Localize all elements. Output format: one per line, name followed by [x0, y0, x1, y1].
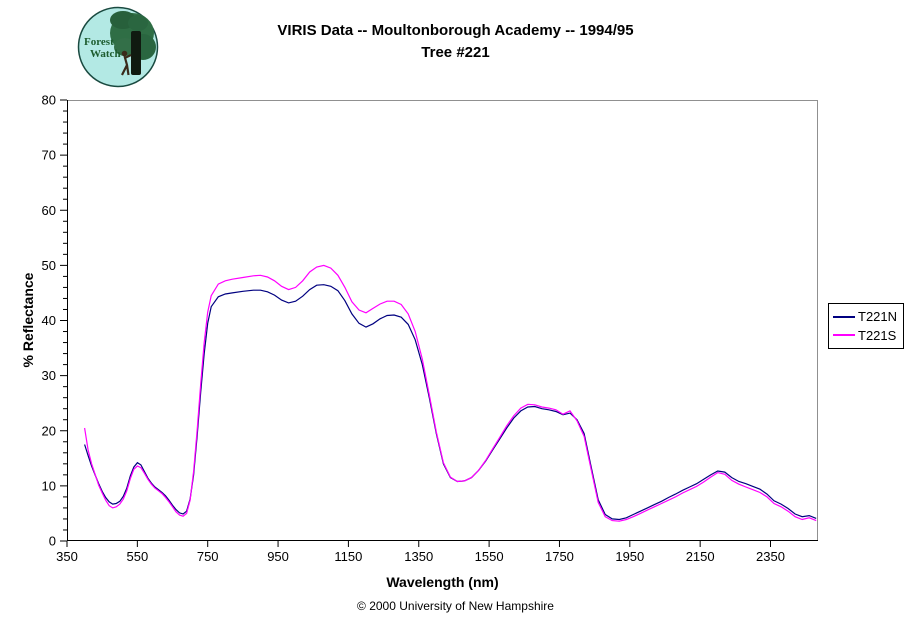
x-tick-label: 950	[267, 549, 289, 564]
plot-svg: 0 10 20 30 40 50 60 70 80 350 550 750 950 1150 1350 155…	[42, 93, 818, 564]
chart-title: VIRIS Data -- Moultonborough Academy -- …	[277, 22, 634, 39]
legend-label-t221s: T221S	[858, 327, 897, 343]
y-tick-label: 60	[42, 203, 56, 218]
x-tick-label: 2150	[686, 549, 715, 564]
legend-entry-t221n: T221N	[833, 309, 899, 324]
x-tick-label: 1750	[545, 549, 574, 564]
y-tick-label: 50	[42, 258, 56, 273]
y-tick-label: 30	[42, 368, 56, 383]
y-tick-label: 70	[42, 148, 56, 163]
legend-line-t221n	[833, 315, 855, 318]
legend-entry-t221s: T221S	[833, 328, 899, 343]
y-tick-label: 80	[42, 93, 56, 108]
x-tick-label: 1550	[475, 549, 504, 564]
logo-text-line1: Forest	[84, 36, 114, 48]
x-tick-label: 350	[56, 549, 78, 564]
series-t221s-line	[84, 264, 817, 522]
x-tick-label: 1150	[334, 549, 362, 564]
x-axis-label: Wavelength (nm)	[386, 574, 499, 590]
forest-watch-logo: Forest Watch	[77, 6, 159, 88]
y-axis-label: % Reflectance	[20, 272, 36, 368]
x-tick-label: 1350	[404, 549, 433, 564]
chart-subtitle: Tree #221	[421, 44, 490, 61]
y-tick-label: 10	[42, 478, 56, 493]
y-tick-label: 20	[42, 423, 56, 438]
x-tick-label: 2350	[756, 549, 785, 564]
y-tick-label: 40	[42, 313, 56, 328]
legend: T221N T221S	[828, 303, 904, 349]
y-tick-label: 0	[49, 534, 56, 549]
copyright-text: © 2000 University of New Hampshire	[357, 599, 554, 613]
logo-text-line2: Watch	[90, 48, 121, 60]
logo-tree-icon	[110, 11, 156, 75]
series-t221n-line	[84, 284, 817, 521]
legend-label-t221n: T221N	[858, 309, 898, 325]
title-block: VIRIS Data -- Moultonborough Academy -- …	[0, 20, 911, 64]
x-tick-label: 1950	[615, 549, 644, 564]
legend-line-t221s	[833, 334, 855, 337]
x-tick-label: 550	[126, 549, 148, 564]
plot-area: 0 10 20 30 40 50 60 70 80 350 550 750 950 1150 1350 155…	[42, 93, 818, 564]
logo-person-icon	[121, 50, 132, 76]
x-tick-label: 750	[197, 549, 219, 564]
